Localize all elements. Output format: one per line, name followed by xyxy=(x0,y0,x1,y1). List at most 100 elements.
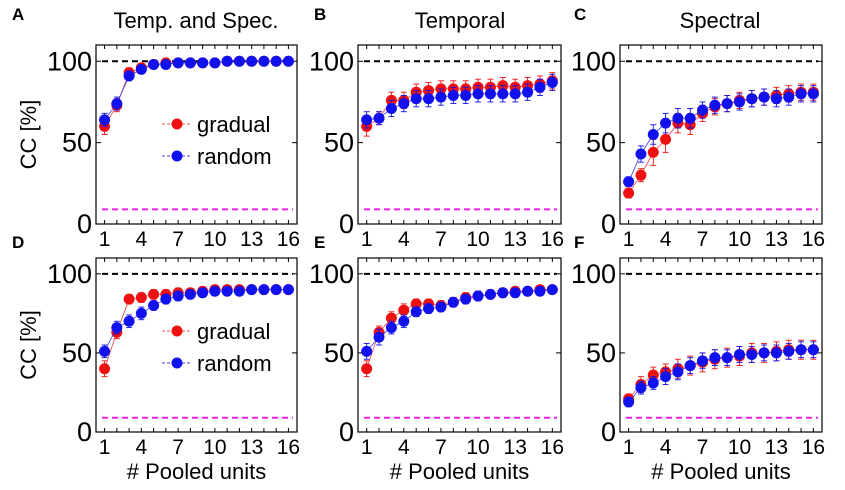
data-point-gradual xyxy=(361,363,373,375)
panel-title: Temporal xyxy=(415,8,505,33)
panel-a: A Temp. and Spec. 0 50 100 1 4 7 10 13 16 CC [%] gra… xyxy=(12,5,300,251)
x-tick-label: 1 xyxy=(361,436,373,459)
data-point-random xyxy=(282,55,294,67)
y-tick-label: 100 xyxy=(571,46,616,76)
data-point-gradual xyxy=(647,369,659,381)
data-point-random xyxy=(197,287,209,299)
legend: gradual random xyxy=(162,319,272,376)
data-point-random xyxy=(672,112,684,124)
x-tick-label: 7 xyxy=(435,436,447,459)
x-tick-label: 4 xyxy=(136,228,148,251)
axes-frame xyxy=(357,44,562,225)
x-tick-label: 7 xyxy=(697,436,709,459)
data-point-random xyxy=(635,148,647,160)
data-point-random xyxy=(99,114,111,126)
y-tick-label: 0 xyxy=(77,417,92,447)
data-point-random xyxy=(733,96,745,108)
series-line xyxy=(366,289,553,369)
data-point-random xyxy=(721,98,733,110)
data-point-random xyxy=(509,88,521,100)
x-tick-label: 10 xyxy=(466,228,489,251)
legend-label: random xyxy=(197,144,272,169)
data-point-random xyxy=(361,114,373,126)
data-point-gradual xyxy=(398,304,410,316)
axes-frame xyxy=(95,44,298,225)
panel-letter: C xyxy=(574,5,586,24)
data-point-gradual xyxy=(99,363,111,375)
data-point-random xyxy=(660,117,672,129)
x-tick-label: 1 xyxy=(623,228,635,251)
x-tick-label: 7 xyxy=(697,228,709,251)
x-tick-label: 13 xyxy=(504,228,527,251)
data-point-random xyxy=(209,57,221,69)
data-point-random xyxy=(472,290,484,302)
data-point-random xyxy=(99,345,111,357)
x-tick-label: 10 xyxy=(203,436,226,459)
data-point-random xyxy=(258,55,270,67)
data-point-random xyxy=(697,355,709,367)
data-point-random xyxy=(684,360,696,372)
data-point-random xyxy=(111,98,123,110)
data-point-random xyxy=(647,129,659,140)
series-line xyxy=(628,91,814,194)
data-point-random xyxy=(184,57,196,69)
data-point-random xyxy=(460,89,472,101)
axes-frame xyxy=(95,257,298,433)
series-line xyxy=(628,349,814,403)
y-tick-label: 0 xyxy=(339,209,354,239)
data-point-gradual xyxy=(123,293,135,305)
x-tick-label: 4 xyxy=(398,436,410,459)
y-tick-label: 50 xyxy=(62,128,92,158)
data-point-random xyxy=(258,284,270,296)
data-point-random xyxy=(197,57,209,69)
data-point-random xyxy=(783,345,795,357)
data-point-random xyxy=(423,303,435,315)
data-point-random xyxy=(270,55,282,67)
x-axis-label: # Pooled units xyxy=(390,459,529,484)
y-tick-label: 0 xyxy=(601,417,616,447)
legend-marker xyxy=(171,118,183,130)
data-point-random xyxy=(435,91,447,103)
data-point-random xyxy=(534,81,546,93)
data-point-random xyxy=(246,55,258,67)
data-point-random xyxy=(497,287,509,299)
data-point-random xyxy=(509,287,521,299)
panel-c: C Spectral 0 50 100 1 4 7 10 13 16 xyxy=(571,5,825,251)
legend-label: gradual xyxy=(197,112,270,137)
axes-frame xyxy=(357,257,562,433)
x-tick-label: 13 xyxy=(765,228,788,251)
x-axis-label: # Pooled units xyxy=(651,459,790,484)
y-tick-label: 100 xyxy=(309,259,354,289)
x-tick-label: 7 xyxy=(435,228,447,251)
panel-e: E 0 50 100 1 4 7 10 13 16 # Pooled units xyxy=(309,233,564,484)
y-tick-label: 0 xyxy=(77,209,92,239)
data-point-random xyxy=(660,371,672,383)
x-tick-label: 1 xyxy=(623,436,635,459)
data-point-gradual xyxy=(148,288,160,300)
y-tick-label: 100 xyxy=(47,259,92,289)
data-point-random xyxy=(209,285,221,297)
legend-marker xyxy=(171,325,183,337)
panel-f: F 0 50 100 1 4 7 10 13 16 # Pooled units xyxy=(571,233,825,484)
data-point-random xyxy=(246,284,258,296)
series-line xyxy=(628,93,814,182)
x-tick-label: 4 xyxy=(660,228,672,251)
legend-marker xyxy=(171,150,183,162)
legend-label: gradual xyxy=(197,319,270,344)
x-tick-label: 16 xyxy=(277,436,300,459)
axes-frame xyxy=(619,257,823,433)
panel-b: B Temporal 0 50 100 1 4 7 10 13 16 xyxy=(309,5,564,251)
data-point-random xyxy=(522,86,534,98)
data-point-random xyxy=(484,88,496,100)
data-point-random xyxy=(398,315,410,327)
x-axis-label: # Pooled units xyxy=(127,459,266,484)
data-point-random xyxy=(435,301,447,313)
data-point-gradual xyxy=(660,133,672,145)
data-point-random xyxy=(733,348,745,360)
series-random xyxy=(361,284,558,360)
data-point-random xyxy=(221,55,233,67)
series-line xyxy=(366,82,553,121)
series-random xyxy=(361,73,558,129)
data-point-random xyxy=(546,284,558,296)
data-point-random xyxy=(135,307,147,319)
